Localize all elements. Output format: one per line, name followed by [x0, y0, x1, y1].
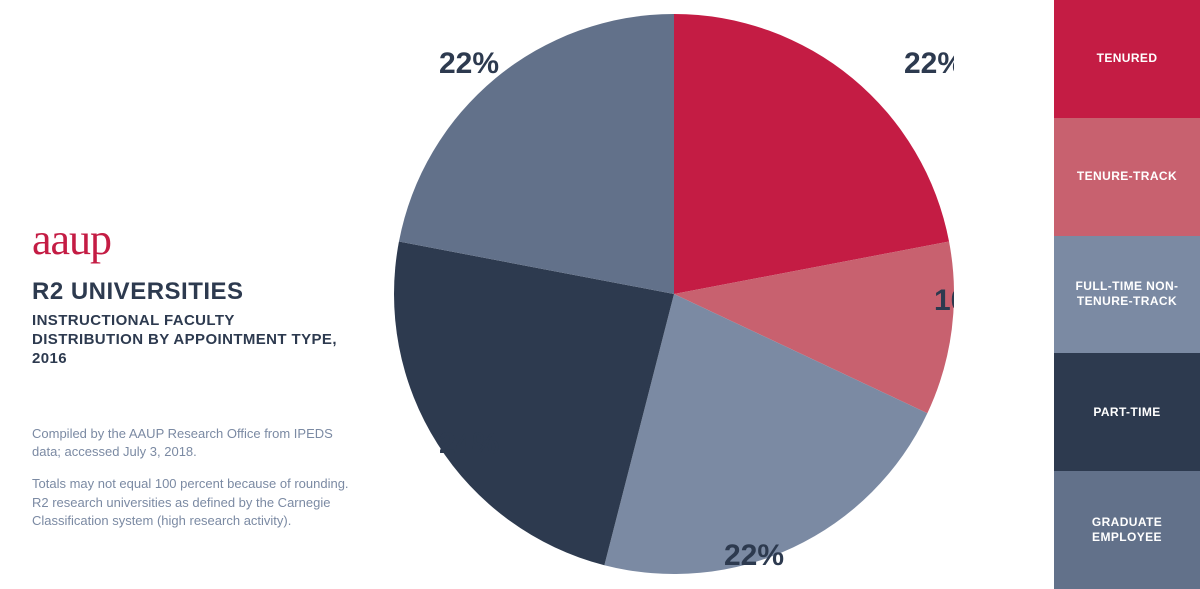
left-column: aaup R2 UNIVERSITIES INSTRUCTIONAL FACUL…: [32, 0, 362, 589]
pie-label-3: 24%: [439, 427, 499, 460]
footnote-p1: Compiled by the AAUP Research Office fro…: [32, 425, 362, 461]
infographic-root: aaup R2 UNIVERSITIES INSTRUCTIONAL FACUL…: [0, 0, 1200, 589]
footnote: Compiled by the AAUP Research Office fro…: [32, 425, 362, 544]
aaup-logo: aaup: [32, 214, 111, 265]
title-sub: INSTRUCTIONAL FACULTY DISTRIBUTION BY AP…: [32, 312, 362, 368]
legend: TENUREDTENURE-TRACKFULL-TIME NON-TENURE-…: [1054, 0, 1200, 589]
footnote-p2: Totals may not equal 100 percent because…: [32, 475, 362, 530]
legend-item-0: TENURED: [1054, 0, 1200, 118]
pie-svg: 22% 10% 22% 24% 22%: [394, 14, 954, 574]
legend-item-2: FULL-TIME NON-TENURE-TRACK: [1054, 236, 1200, 354]
title-sub-line2: DISTRIBUTION BY APPOINTMENT TYPE, 2016: [32, 331, 337, 367]
legend-item-1: TENURE-TRACK: [1054, 118, 1200, 236]
title-sub-line1: INSTRUCTIONAL FACULTY: [32, 312, 235, 329]
legend-item-3: PART-TIME: [1054, 353, 1200, 471]
title-main: R2 UNIVERSITIES: [32, 278, 362, 306]
pie-chart: 22% 10% 22% 24% 22%: [394, 14, 954, 574]
legend-item-4: GRADUATE EMPLOYEE: [1054, 471, 1200, 589]
pie-label-1: 10%: [934, 284, 954, 317]
pie-label-2: 22%: [724, 539, 784, 572]
pie-label-0: 22%: [904, 47, 954, 80]
aaup-logo-text: aaup: [32, 215, 111, 264]
pie-label-4: 22%: [439, 47, 499, 80]
title-block: R2 UNIVERSITIES INSTRUCTIONAL FACULTY DI…: [32, 278, 362, 368]
